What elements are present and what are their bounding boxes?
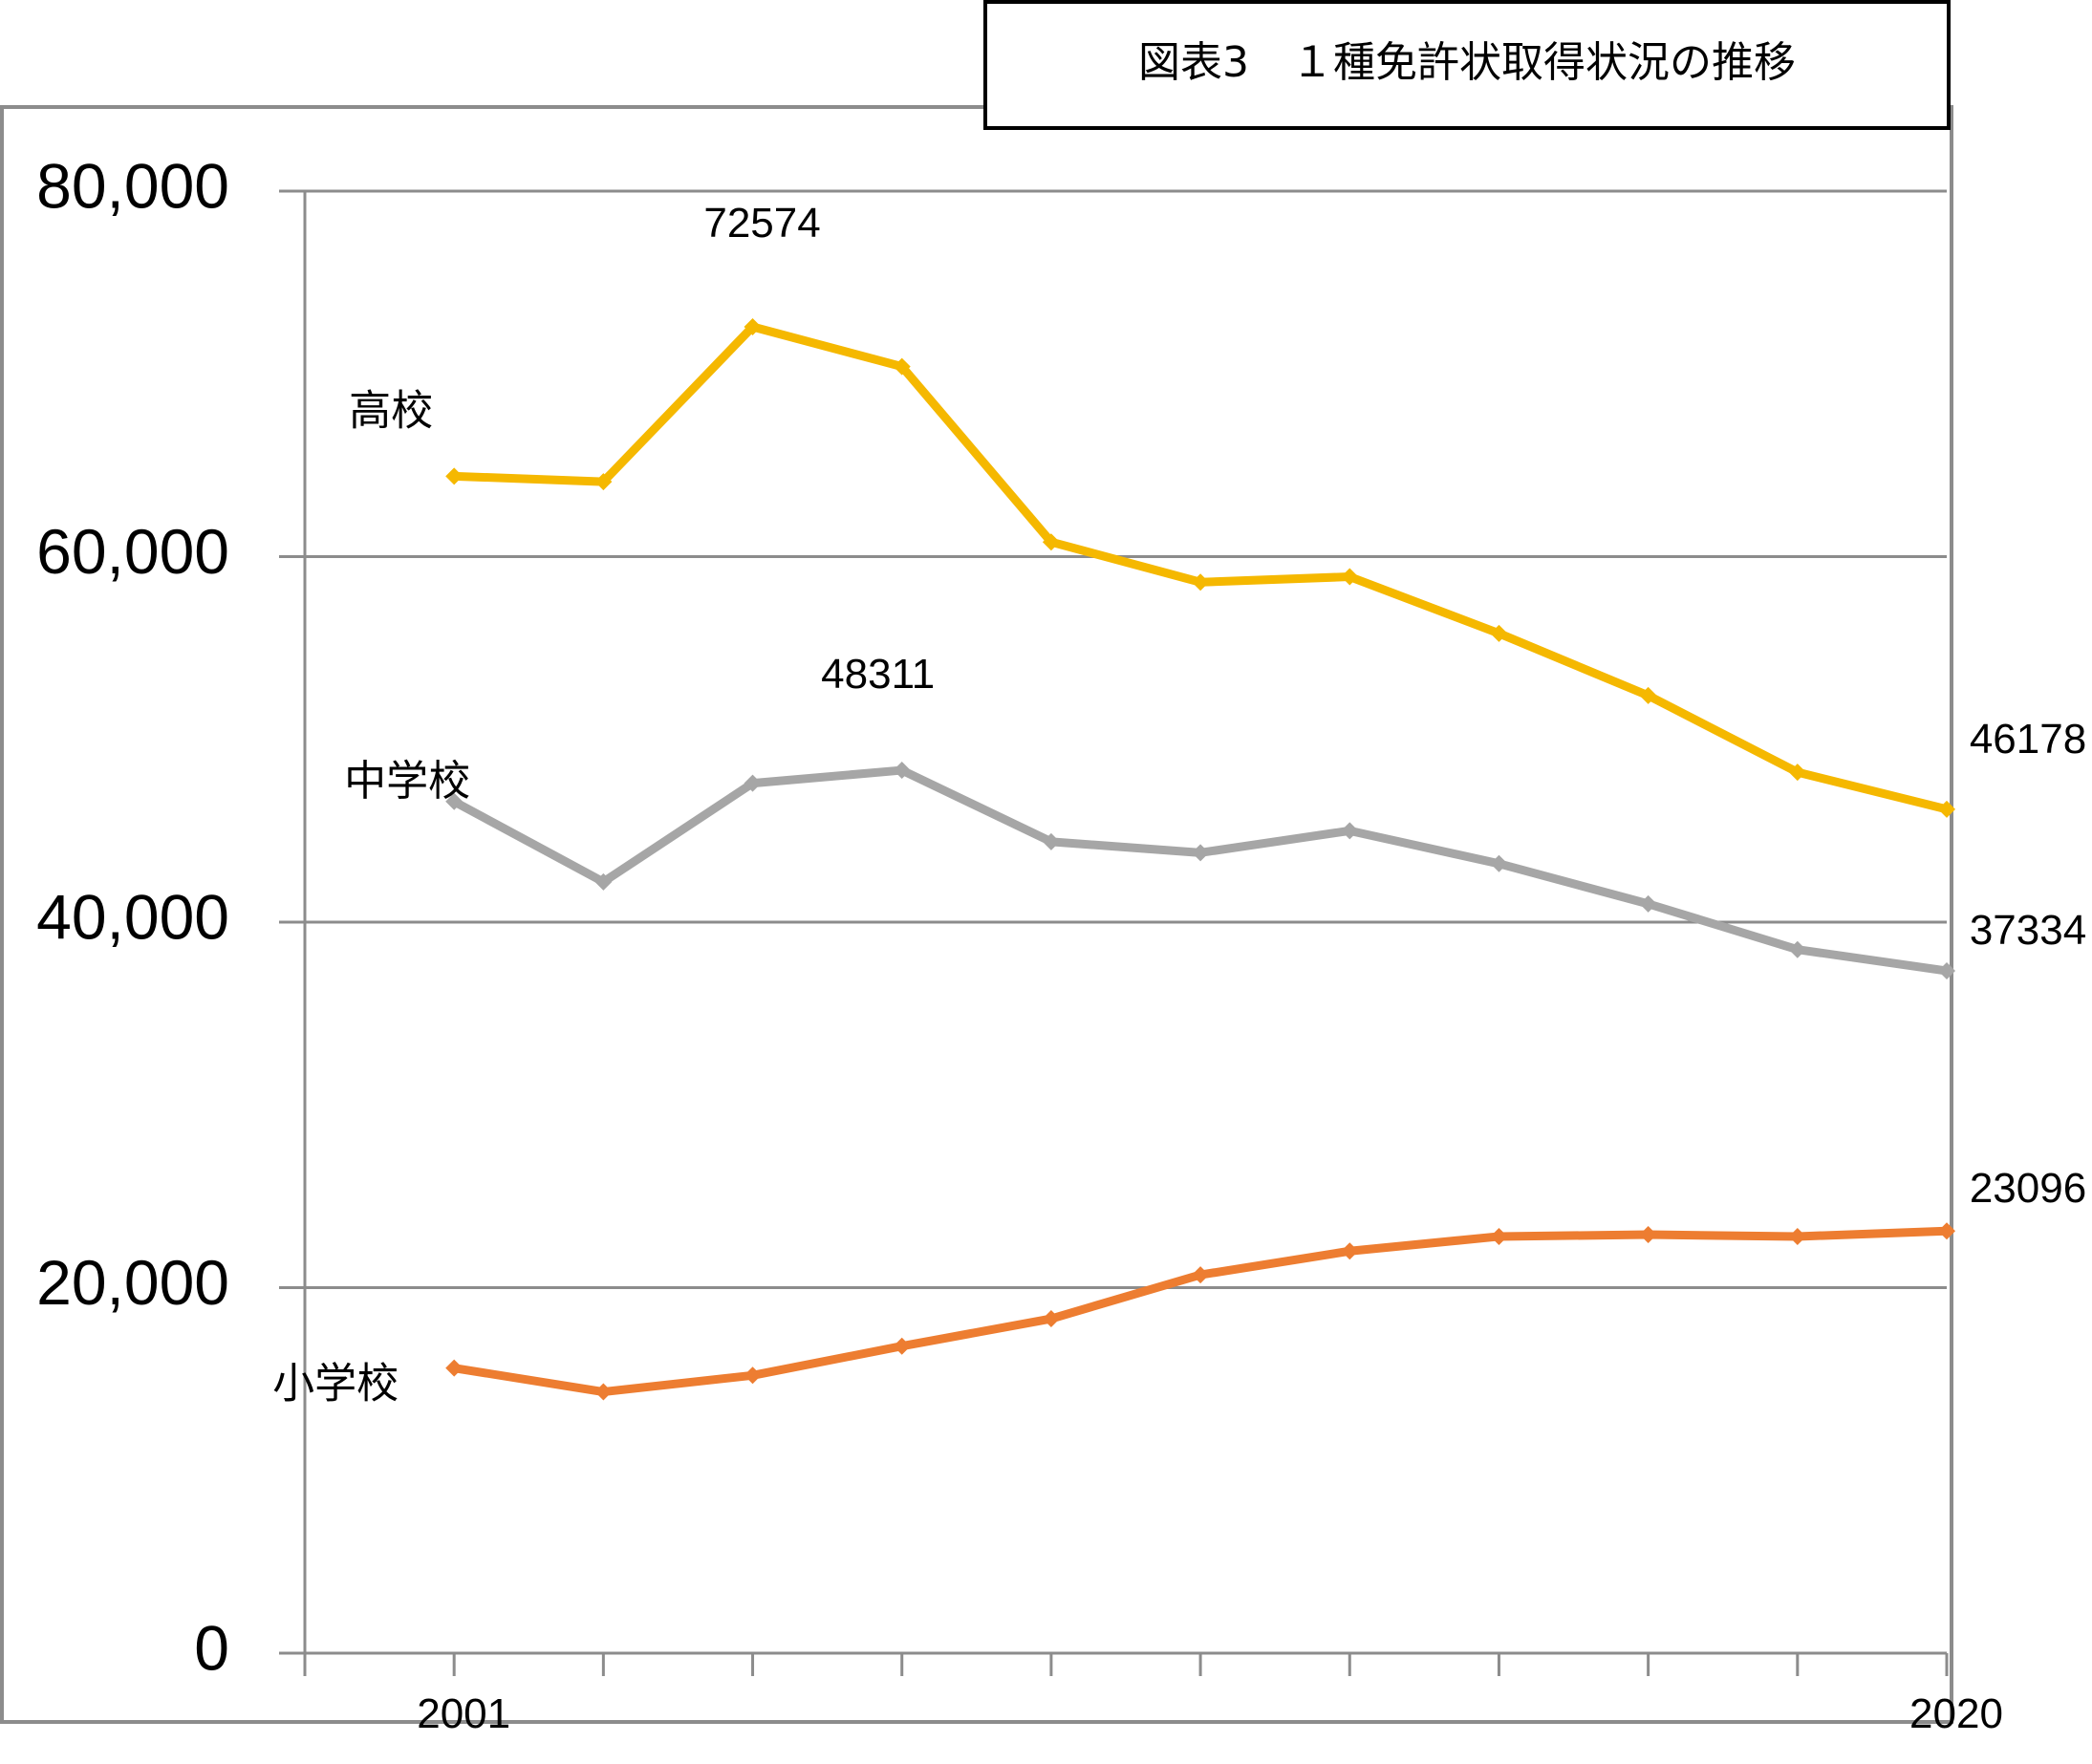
data-point — [1042, 832, 1060, 850]
gridlines — [279, 189, 1947, 1655]
data-label: 37334 — [1970, 907, 2086, 954]
y-tick-label: 80,000 — [36, 150, 229, 221]
data-point — [1341, 568, 1359, 586]
data-point — [1639, 1226, 1657, 1244]
series-line — [454, 322, 1949, 814]
series-name-label: 中学校 — [344, 757, 470, 806]
series-group — [445, 318, 1955, 1401]
data-label: 72574 — [703, 200, 820, 247]
data-point — [893, 357, 911, 376]
data-point — [594, 872, 613, 891]
data-point — [594, 473, 613, 491]
series-line — [452, 765, 1948, 976]
chart-title: 図表3 １種免許状取得状況の推移 — [1138, 38, 1796, 87]
chart-frame — [0, 105, 1953, 1724]
y-tick-label: 20,000 — [36, 1247, 229, 1318]
series-2 — [445, 1222, 1955, 1401]
data-point — [1192, 844, 1210, 862]
title-box — [983, 0, 1951, 130]
data-point — [1938, 961, 1955, 979]
data-point — [1938, 1222, 1955, 1240]
data-point — [1042, 533, 1060, 551]
y-tick-label: 40,000 — [36, 881, 229, 952]
data-point — [744, 1366, 762, 1385]
data-point — [1341, 822, 1359, 840]
x-tick-label: 2001 — [417, 1690, 510, 1737]
data-point — [744, 774, 762, 792]
data-point — [893, 1337, 911, 1355]
data-point — [1490, 624, 1508, 642]
data-label: 23096 — [1970, 1165, 2086, 1212]
data-point — [893, 762, 911, 780]
x-tick-labels: 2001 2020 — [417, 1690, 2003, 1737]
data-point — [1042, 1310, 1060, 1328]
data-point — [1639, 894, 1657, 913]
data-point — [445, 1359, 464, 1377]
series-1 — [445, 762, 1955, 979]
data-point — [1788, 940, 1806, 958]
data-point — [1192, 1266, 1210, 1284]
series-name-label: 小学校 — [272, 1360, 399, 1409]
data-point — [445, 467, 464, 485]
data-point — [744, 318, 762, 336]
data-point — [1938, 800, 1955, 818]
data-point — [1788, 764, 1806, 782]
x-tick-label: 2020 — [1909, 1690, 2003, 1737]
data-point — [1788, 1227, 1806, 1245]
data-point — [1639, 686, 1657, 704]
series-line — [453, 1226, 1948, 1397]
series-0 — [445, 318, 1955, 818]
axes — [303, 191, 1949, 1676]
data-point — [1192, 573, 1210, 592]
y-tick-labels: 0 20,000 40,000 60,000 80,000 — [36, 150, 229, 1683]
data-point — [1490, 1227, 1508, 1245]
data-point — [445, 792, 464, 810]
y-tick-label: 0 — [194, 1612, 229, 1683]
data-point — [1490, 854, 1508, 872]
y-tick-label: 60,000 — [36, 516, 229, 587]
series-name-label: 高校 — [349, 386, 433, 435]
data-point — [1341, 1242, 1359, 1260]
data-label: 46178 — [1970, 716, 2086, 763]
data-point — [594, 1383, 613, 1401]
data-label: 48311 — [821, 651, 935, 698]
